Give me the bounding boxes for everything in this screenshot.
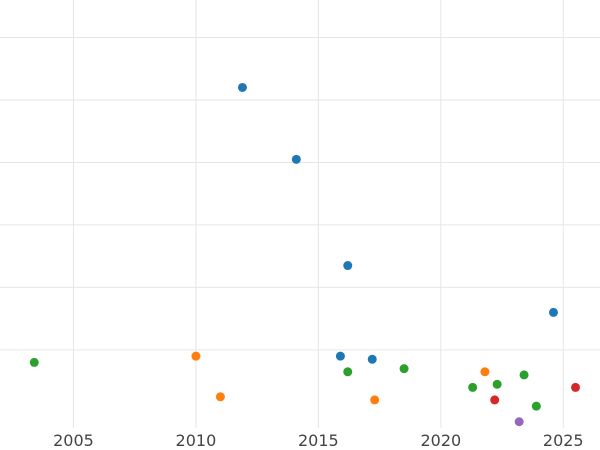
data-point-s2-3: [468, 382, 478, 392]
data-point-s2-4: [492, 379, 502, 389]
data-point-s2-2: [399, 364, 409, 374]
data-point-s0-2: [343, 261, 353, 271]
x-tick-label-1: 2010: [176, 431, 217, 450]
data-point-s3-0: [490, 395, 500, 405]
x-tick-labels: 2005 2010 2015 2020 2025: [53, 431, 584, 450]
data-point-s1-0: [191, 351, 201, 361]
data-point-s1-3: [480, 367, 490, 377]
x-tick-label-2: 2015: [298, 431, 339, 450]
x-tick-label-3: 2020: [420, 431, 461, 450]
data-point-s0-0: [237, 82, 247, 92]
data-point-s4-0: [514, 417, 524, 427]
data-point-s2-6: [531, 401, 541, 411]
data-point-s0-3: [335, 351, 345, 361]
data-point-s3-1: [571, 382, 581, 392]
data-point-s2-1: [343, 367, 353, 377]
grid: [0, 0, 600, 428]
data-point-s0-1: [291, 154, 301, 164]
data-point-s0-5: [548, 307, 558, 317]
data-point-s0-4: [367, 354, 377, 364]
x-tick-label-4: 2025: [543, 431, 584, 450]
data-point-s1-2: [370, 395, 380, 405]
data-points: [29, 82, 581, 427]
data-point-s2-5: [519, 370, 529, 380]
x-tick-label-0: 2005: [53, 431, 94, 450]
data-point-s1-1: [215, 392, 225, 402]
data-point-s2-0: [29, 357, 39, 367]
